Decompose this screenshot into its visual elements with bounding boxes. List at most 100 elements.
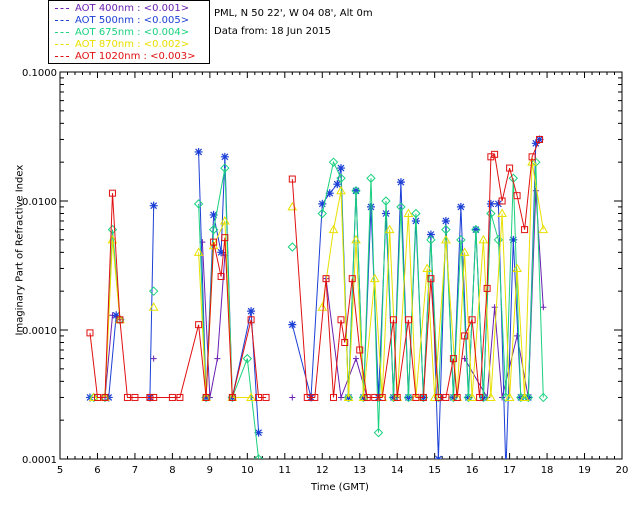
data-point	[208, 224, 219, 235]
data-point	[371, 393, 379, 401]
data-point	[351, 186, 361, 196]
data-point	[456, 202, 465, 211]
x-tick-label: 10	[241, 465, 254, 476]
data-point	[486, 392, 496, 401]
data-point	[255, 393, 263, 401]
data-point	[343, 392, 354, 403]
data-point	[336, 173, 346, 183]
data-point	[228, 393, 236, 401]
legend-entry-500: AOT 500nm : <0.005>	[55, 15, 189, 27]
data-point	[254, 428, 263, 437]
data-point	[358, 392, 369, 401]
data-point	[519, 392, 530, 401]
data-point	[219, 215, 230, 225]
data-point	[422, 263, 433, 272]
data-point	[325, 189, 334, 198]
data-point	[369, 273, 380, 283]
data-point	[378, 393, 386, 401]
x-tick-label: 13	[353, 465, 366, 476]
data-point	[195, 321, 203, 329]
data-point	[366, 173, 376, 183]
x-tick-label: 5	[57, 465, 63, 476]
data-point	[506, 164, 514, 172]
data-point	[112, 311, 121, 320]
x-tick-label: 11	[278, 465, 291, 476]
x-tick-label: 6	[94, 465, 100, 476]
data-point	[381, 196, 391, 206]
data-point	[246, 392, 256, 401]
x-tick-label: 8	[169, 465, 175, 476]
data-point	[131, 393, 139, 401]
data-point	[536, 135, 544, 143]
data-point	[512, 263, 522, 272]
data-point	[202, 393, 210, 401]
data-point	[150, 393, 158, 401]
data-point	[101, 393, 109, 401]
x-tick-label: 17	[503, 465, 516, 476]
data-point	[521, 226, 529, 234]
data-point	[363, 393, 371, 401]
y-tick-label: 0.0100	[22, 197, 57, 208]
data-point	[217, 248, 226, 257]
data-point	[459, 247, 470, 256]
data-point	[366, 202, 375, 211]
data-point	[209, 210, 218, 219]
data-point	[393, 393, 401, 401]
data-point	[220, 163, 230, 173]
data-point	[337, 164, 345, 173]
data-point	[429, 392, 440, 401]
data-point	[150, 355, 157, 362]
y-tick-label: 0.1000	[22, 68, 57, 79]
data-point	[253, 454, 264, 459]
x-tick-label: 20	[616, 465, 629, 476]
data-point	[453, 393, 461, 401]
data-point	[148, 286, 159, 296]
legend-entry-1020: AOT 1020nm : <0.003>	[55, 51, 195, 63]
data-point	[441, 234, 451, 244]
data-point	[108, 189, 116, 197]
data-point	[242, 353, 253, 364]
data-point	[193, 247, 204, 256]
data-point	[487, 153, 495, 161]
plot-frame	[59, 71, 623, 460]
legend-swatch-1020	[55, 55, 69, 57]
data-point	[289, 394, 296, 401]
legend-entry-870: AOT 870nm : <0.002>	[55, 39, 189, 51]
data-point	[540, 304, 547, 311]
data-point	[427, 275, 435, 283]
data-point	[494, 199, 503, 208]
data-point	[491, 150, 499, 158]
data-point	[527, 157, 537, 166]
data-point	[538, 224, 549, 234]
data-point	[442, 393, 450, 401]
legend-swatch-500	[55, 19, 69, 21]
data-point	[247, 307, 256, 316]
data-point	[498, 197, 506, 205]
data-point	[333, 180, 342, 189]
data-point	[468, 316, 476, 324]
data-point	[509, 235, 518, 244]
data-point	[311, 393, 319, 401]
data-point	[338, 394, 344, 401]
data-point	[389, 316, 397, 324]
y-tick-label: 0.0010	[22, 326, 57, 337]
data-point	[336, 185, 346, 195]
data-point	[328, 224, 339, 234]
data-point	[434, 455, 443, 459]
data-point	[535, 135, 544, 144]
x-tick-label: 12	[316, 465, 329, 476]
data-point	[116, 316, 124, 324]
data-point	[217, 272, 225, 280]
data-point	[384, 224, 395, 234]
legend-label-1020: AOT 1020nm : <0.003>	[75, 51, 196, 62]
data-point	[426, 235, 436, 245]
data-point	[288, 175, 296, 183]
series-line-4	[89, 139, 541, 398]
data-point	[396, 178, 405, 187]
data-point	[221, 234, 229, 242]
series-line-0	[90, 190, 544, 400]
data-point	[330, 393, 338, 401]
data-point	[328, 157, 339, 167]
data-date: Data from: 18 Jun 2015	[214, 26, 332, 37]
